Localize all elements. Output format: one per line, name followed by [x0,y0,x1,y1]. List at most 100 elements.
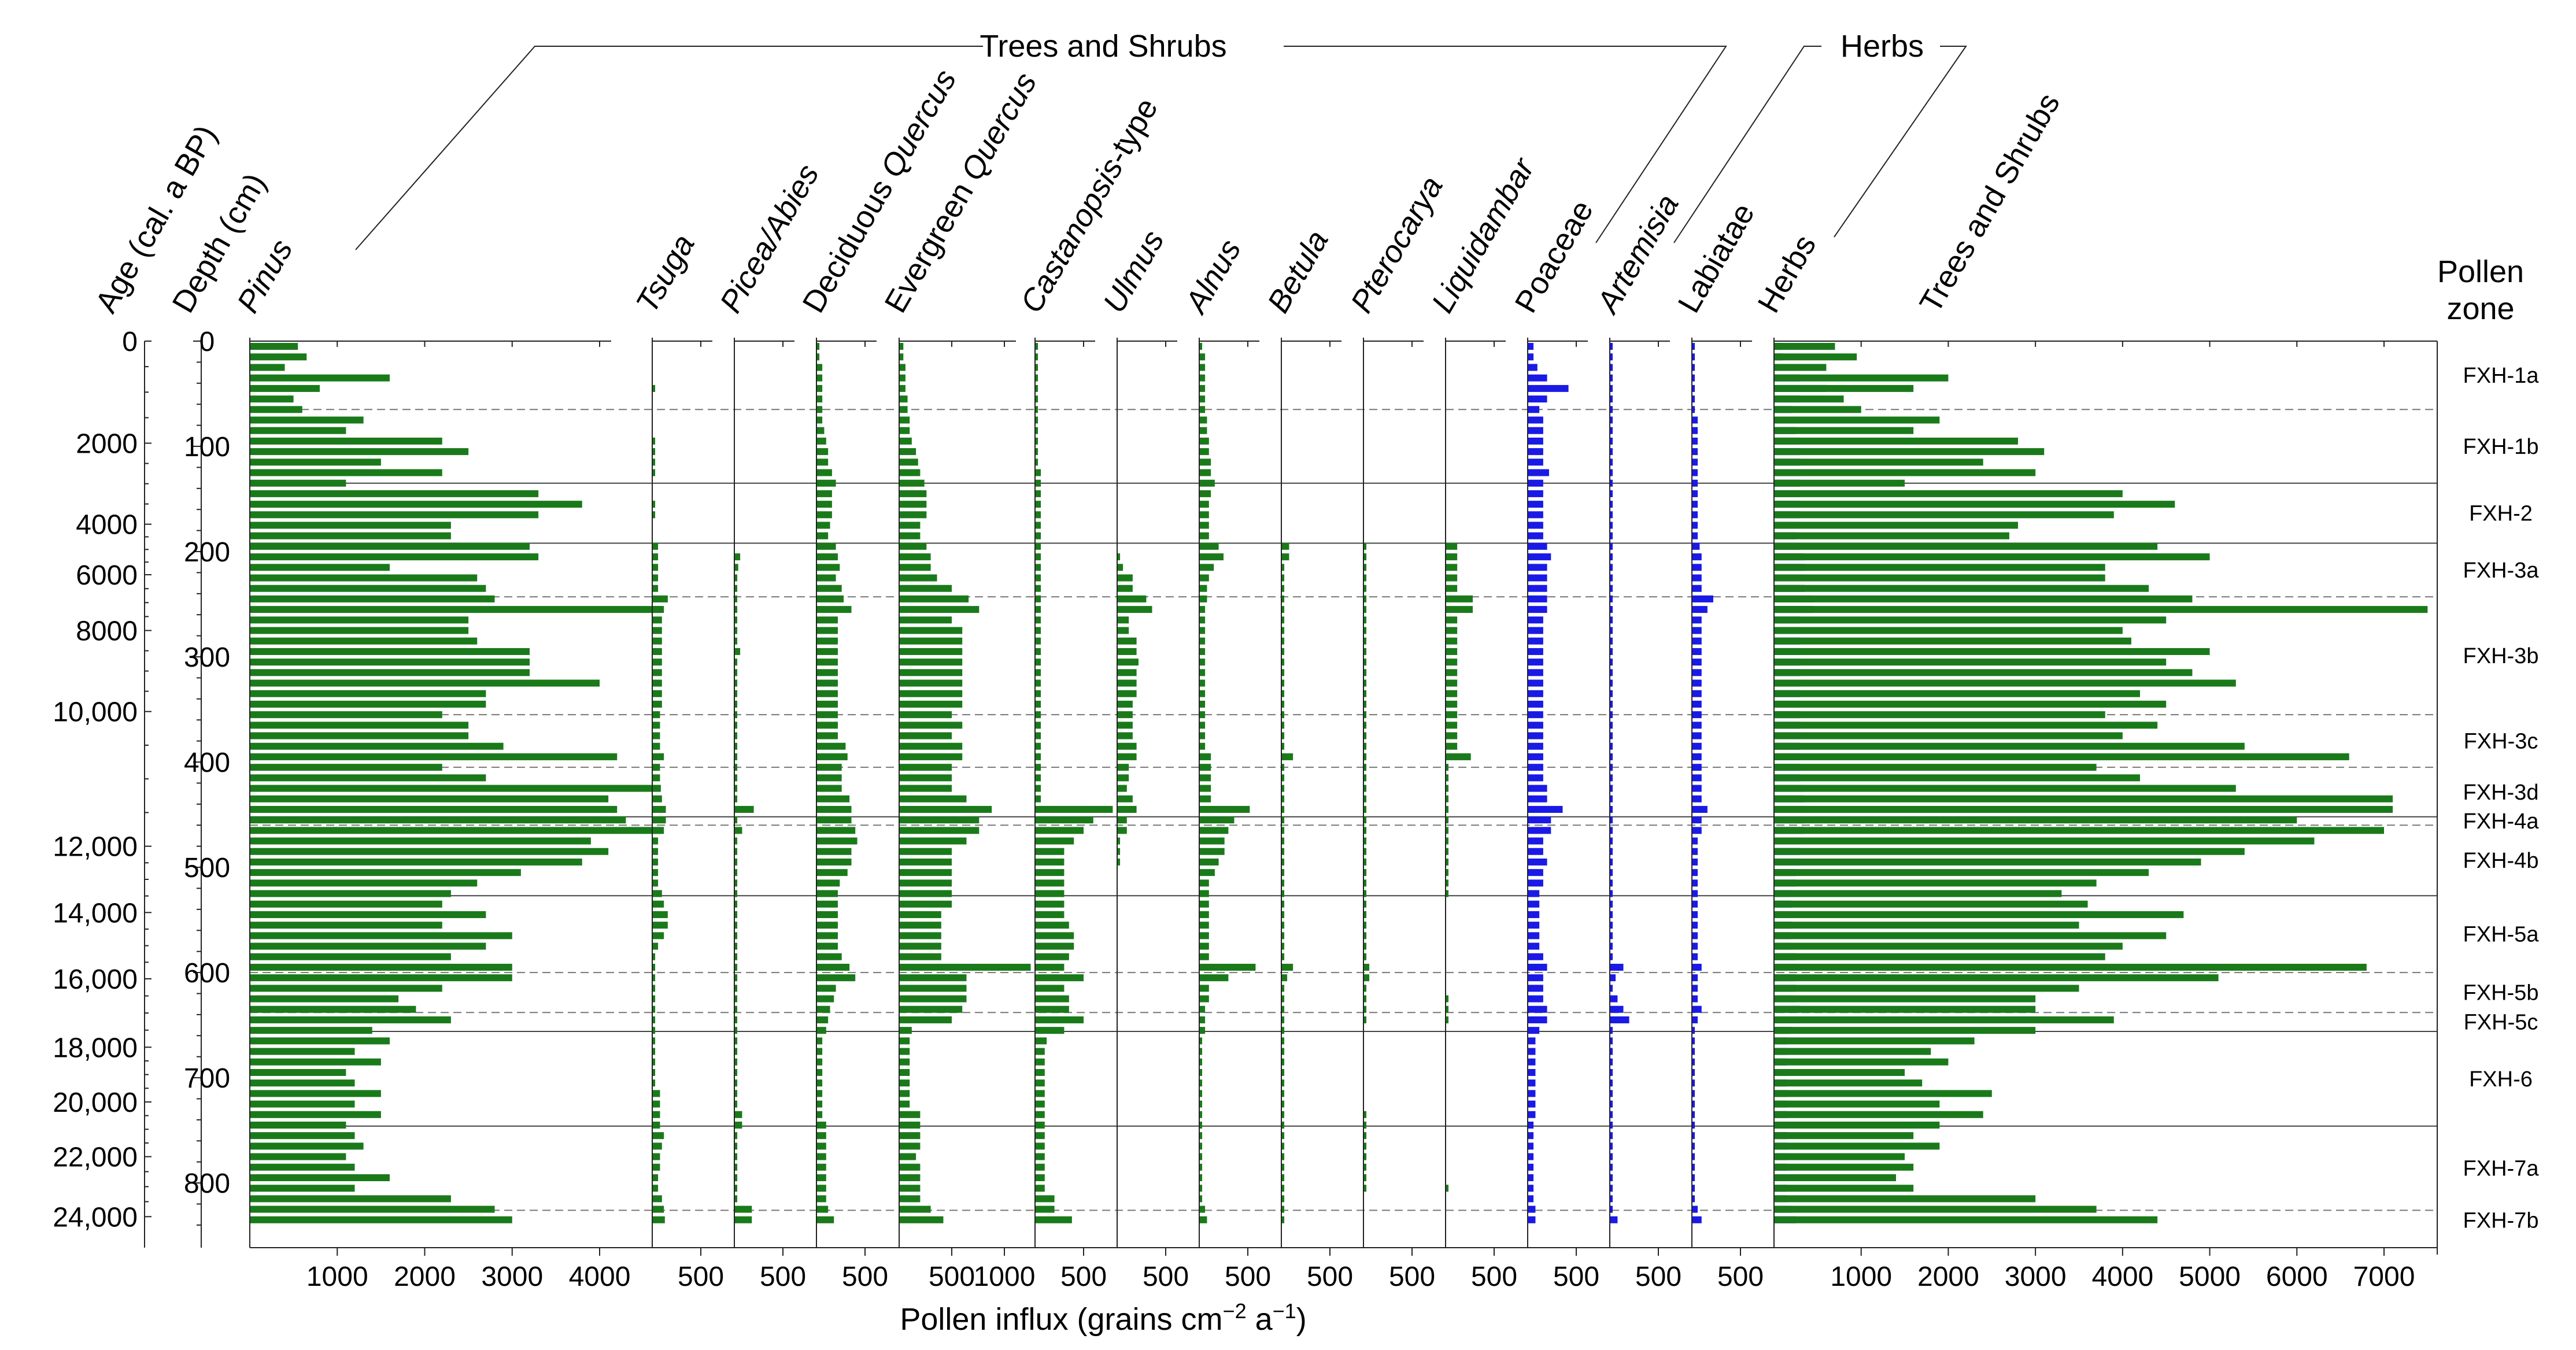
bar-castanopsis-type [1035,353,1038,361]
bar-picea-abies [734,942,738,950]
bar-deciduous-quercus [816,922,838,929]
bar-trees-and-shrubs [1774,858,2201,866]
bar-castanopsis-type [1035,637,1041,645]
bar-pterocarya [1363,827,1367,834]
x-axis-title-text: Pollen influx (grains cm [900,1302,1222,1337]
bar-castanopsis-type [1035,659,1041,666]
bar-picea-abies [734,637,738,645]
bar-poaceae [1528,690,1543,697]
bar-alnus [1199,816,1235,824]
bar-alnus [1199,1058,1203,1066]
bar-labiatae [1692,753,1702,760]
bar-pinus [250,364,285,371]
bar-artemisia [1610,1174,1613,1181]
bar-picea-abies [734,816,738,824]
bar-castanopsis-type [1035,1153,1045,1160]
bar-evergreen-quercus [899,795,967,802]
bar-deciduous-quercus [816,995,834,1003]
bar-pinus [250,659,530,666]
bar-pinus [250,753,618,760]
bar-labiatae [1692,448,1698,456]
bar-trees-and-shrubs [1774,469,2036,476]
bar-alnus [1199,469,1211,476]
bar-trees-and-shrubs [1774,395,1844,403]
bar-poaceae [1528,553,1551,561]
bar-labiatae [1692,343,1695,350]
bar-evergreen-quercus [899,511,927,519]
bar-pinus [250,606,661,613]
bar-castanopsis-type [1035,1037,1047,1045]
bar-deciduous-quercus [816,532,829,539]
bar-castanopsis-type [1035,1205,1055,1213]
bar-alnus [1199,922,1209,929]
bar-trees-and-shrubs [1774,890,2062,897]
bar-trees-and-shrubs [1774,553,2210,561]
bar-alnus [1199,848,1225,855]
bar-trees-and-shrubs [1774,427,1914,434]
bars-layer [250,343,2428,1223]
bar-tsuga [652,1079,656,1087]
bar-betula [1281,1016,1285,1023]
bar-labiatae [1692,427,1698,434]
bar-liquidambar [1446,879,1449,887]
bar-alnus [1199,942,1209,950]
bar-castanopsis-type [1035,448,1038,456]
bar-deciduous-quercus [816,1163,826,1171]
bar-trees-and-shrubs [1774,458,1983,466]
bar-deciduous-quercus [816,511,832,519]
bar-trees-and-shrubs [1774,627,2123,634]
bar-castanopsis-type [1035,816,1093,824]
bar-castanopsis-type [1035,511,1041,519]
bar-pterocarya [1363,848,1367,855]
bar-tsuga [652,1068,656,1076]
bar-ulmus [1117,690,1137,697]
bar-trees-and-shrubs [1774,816,2297,824]
bar-artemisia [1610,606,1613,613]
bar-tsuga [652,1100,660,1108]
bar-pinus [250,574,478,582]
bar-pinus [250,785,661,792]
age-tick-label: 6000 [76,560,138,591]
bar-castanopsis-type [1035,890,1065,897]
bar-alnus [1199,490,1211,497]
bar-alnus [1199,1027,1206,1034]
bar-trees-and-shrubs [1774,711,2105,719]
bar-labiatae [1692,490,1698,497]
bar-pinus [250,974,512,982]
bar-picea-abies [734,785,738,792]
bar-castanopsis-type [1035,1027,1065,1034]
bar-betula [1281,574,1285,582]
bar-picea-abies [734,1027,738,1034]
bar-liquidambar [1446,595,1473,602]
series-artemisia [1610,343,1629,1223]
bar-deciduous-quercus [816,458,829,466]
bar-tsuga [652,911,668,918]
bar-trees-and-shrubs [1774,479,1905,487]
bar-betula [1281,953,1285,960]
bar-trees-and-shrubs [1774,585,2149,592]
bar-ulmus [1117,669,1137,676]
bar-evergreen-quercus [899,637,963,645]
bar-pinus [250,848,609,855]
bar-castanopsis-type [1035,1048,1045,1055]
group-bracket-trees-right [1284,46,1727,243]
bar-alnus [1199,553,1224,561]
bar-trees-and-shrubs [1774,837,2315,845]
bar-pterocarya [1363,679,1367,687]
bar-tsuga [652,1016,656,1023]
bar-poaceae [1528,1132,1534,1140]
bar-castanopsis-type [1035,785,1041,792]
bar-ulmus [1117,816,1127,824]
bar-poaceae [1528,384,1569,392]
bar-liquidambar [1446,753,1471,760]
bar-ulmus [1117,774,1129,782]
bar-labiatae [1692,827,1702,834]
bar-tsuga [652,974,656,982]
bar-poaceae [1528,659,1543,666]
bar-castanopsis-type [1035,953,1069,960]
bar-pinus [250,911,486,918]
bar-labiatae [1692,501,1698,508]
bar-poaceae [1528,805,1563,813]
tick-label-picea-abies: 500 [760,1262,806,1292]
bar-pterocarya [1363,690,1367,697]
